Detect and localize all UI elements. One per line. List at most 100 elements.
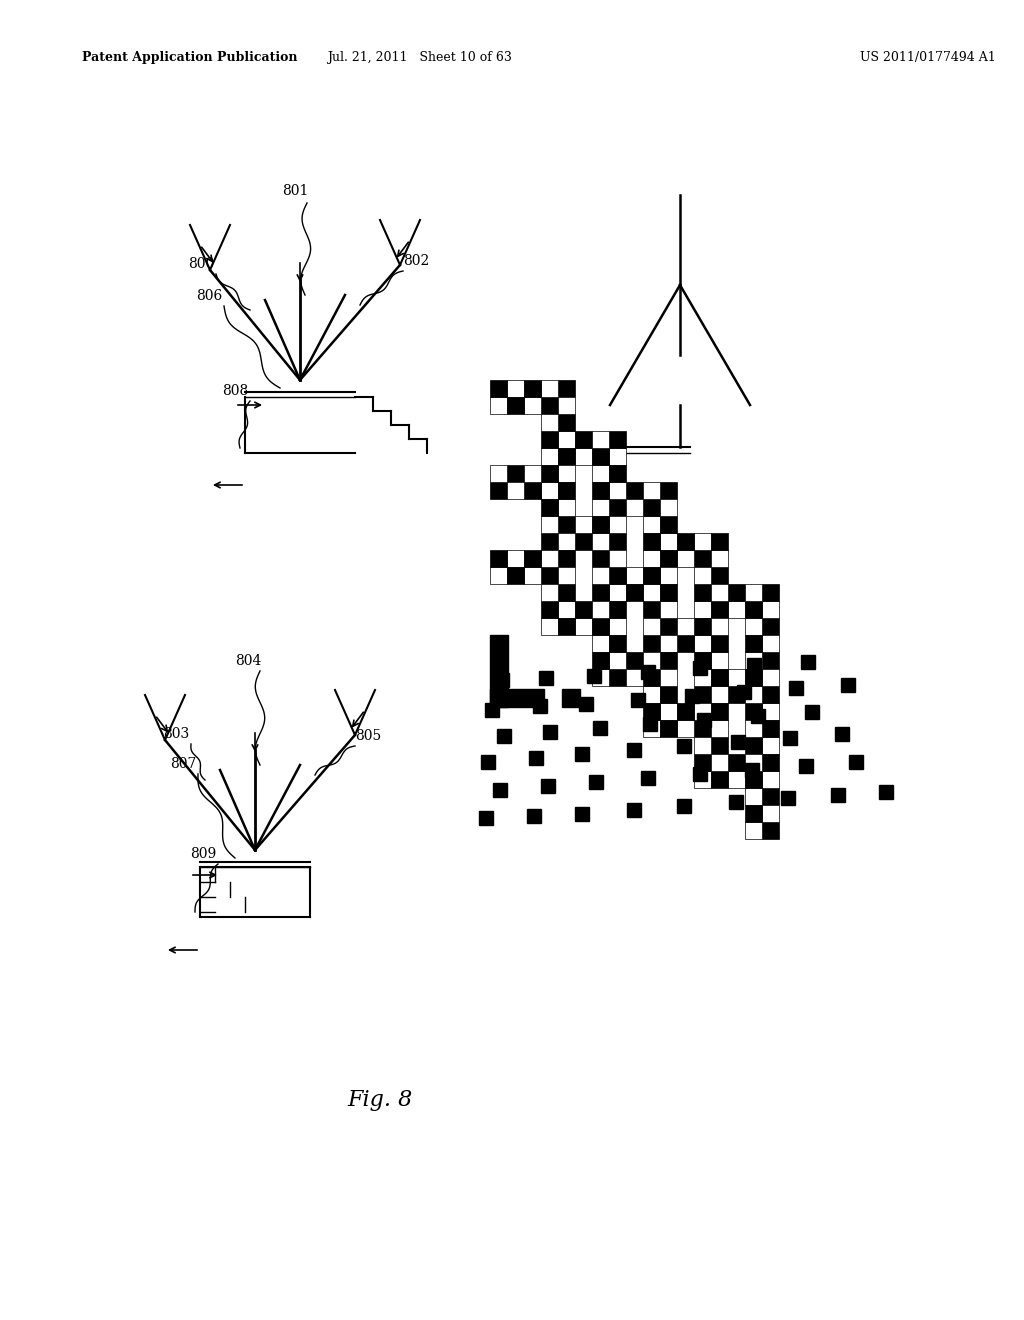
Bar <box>660 568 677 583</box>
Bar <box>728 669 744 685</box>
Bar <box>541 583 557 601</box>
Bar <box>507 482 523 499</box>
Bar <box>609 465 626 482</box>
Bar <box>609 568 626 583</box>
Bar <box>745 686 762 702</box>
Bar <box>745 583 762 601</box>
Bar <box>745 719 762 737</box>
Bar <box>643 686 659 702</box>
Bar <box>762 822 778 838</box>
Bar <box>575 533 592 549</box>
Bar <box>677 799 691 813</box>
Bar <box>497 729 511 743</box>
Bar <box>745 601 762 618</box>
Bar <box>762 737 778 754</box>
Bar <box>711 719 727 737</box>
Bar <box>592 516 608 532</box>
Bar <box>790 681 803 696</box>
Bar <box>711 754 727 771</box>
Bar <box>609 583 626 601</box>
Bar <box>609 618 626 635</box>
Bar <box>745 805 762 821</box>
Bar <box>831 788 845 803</box>
Bar <box>592 482 608 499</box>
Bar <box>558 583 574 601</box>
Bar <box>543 725 557 739</box>
Bar <box>711 568 727 583</box>
Bar <box>660 601 677 618</box>
Bar <box>879 785 893 799</box>
Bar <box>728 771 744 788</box>
Bar <box>575 618 592 635</box>
Bar <box>745 669 762 685</box>
Bar <box>524 397 541 413</box>
Bar <box>524 465 541 482</box>
Bar <box>697 713 711 727</box>
Bar <box>745 652 762 668</box>
Bar <box>524 482 541 499</box>
Text: 802: 802 <box>403 253 429 268</box>
Bar <box>490 689 544 708</box>
Bar <box>507 465 523 482</box>
Bar <box>609 635 626 652</box>
Text: 808: 808 <box>222 384 248 399</box>
Bar <box>643 635 659 652</box>
Bar <box>660 686 677 702</box>
Bar <box>745 635 762 652</box>
Bar <box>694 669 711 685</box>
Bar <box>609 652 626 668</box>
Bar <box>587 669 601 682</box>
Bar <box>805 705 819 719</box>
Bar <box>609 550 626 566</box>
Bar <box>539 671 553 685</box>
Bar <box>677 635 693 652</box>
Text: 809: 809 <box>190 847 216 861</box>
Bar <box>524 568 541 583</box>
Bar <box>643 704 659 719</box>
Bar <box>711 652 727 668</box>
Bar <box>677 739 691 752</box>
Bar <box>801 655 815 669</box>
Bar <box>745 704 762 719</box>
Bar <box>660 533 677 549</box>
Bar <box>643 719 659 737</box>
Bar <box>592 568 608 583</box>
Bar <box>660 652 677 668</box>
Bar <box>626 669 642 685</box>
Bar <box>694 737 711 754</box>
Bar <box>729 795 743 809</box>
Bar <box>631 693 645 708</box>
Bar <box>558 516 574 532</box>
Bar <box>575 516 592 532</box>
Bar <box>541 447 557 465</box>
Bar <box>626 583 642 601</box>
Bar <box>643 482 659 499</box>
Bar <box>762 704 778 719</box>
Bar <box>728 601 744 618</box>
Bar <box>534 700 547 713</box>
Bar <box>762 788 778 804</box>
Bar <box>677 719 693 737</box>
Bar <box>541 516 557 532</box>
Bar <box>762 669 778 685</box>
Text: 801: 801 <box>282 183 308 198</box>
Bar <box>660 704 677 719</box>
Bar <box>745 771 762 788</box>
Bar <box>626 652 642 668</box>
Bar <box>490 397 507 413</box>
Bar <box>841 678 855 692</box>
Bar <box>711 618 727 635</box>
Bar <box>485 704 499 717</box>
Bar <box>643 652 659 668</box>
Bar <box>524 550 541 566</box>
Bar <box>641 771 655 785</box>
Bar <box>541 533 557 549</box>
Bar <box>592 601 608 618</box>
Bar <box>507 397 523 413</box>
Bar <box>592 533 608 549</box>
Bar <box>643 601 659 618</box>
Bar <box>849 755 863 770</box>
Text: 804: 804 <box>234 653 261 668</box>
Bar <box>694 771 711 788</box>
Bar <box>762 719 778 737</box>
